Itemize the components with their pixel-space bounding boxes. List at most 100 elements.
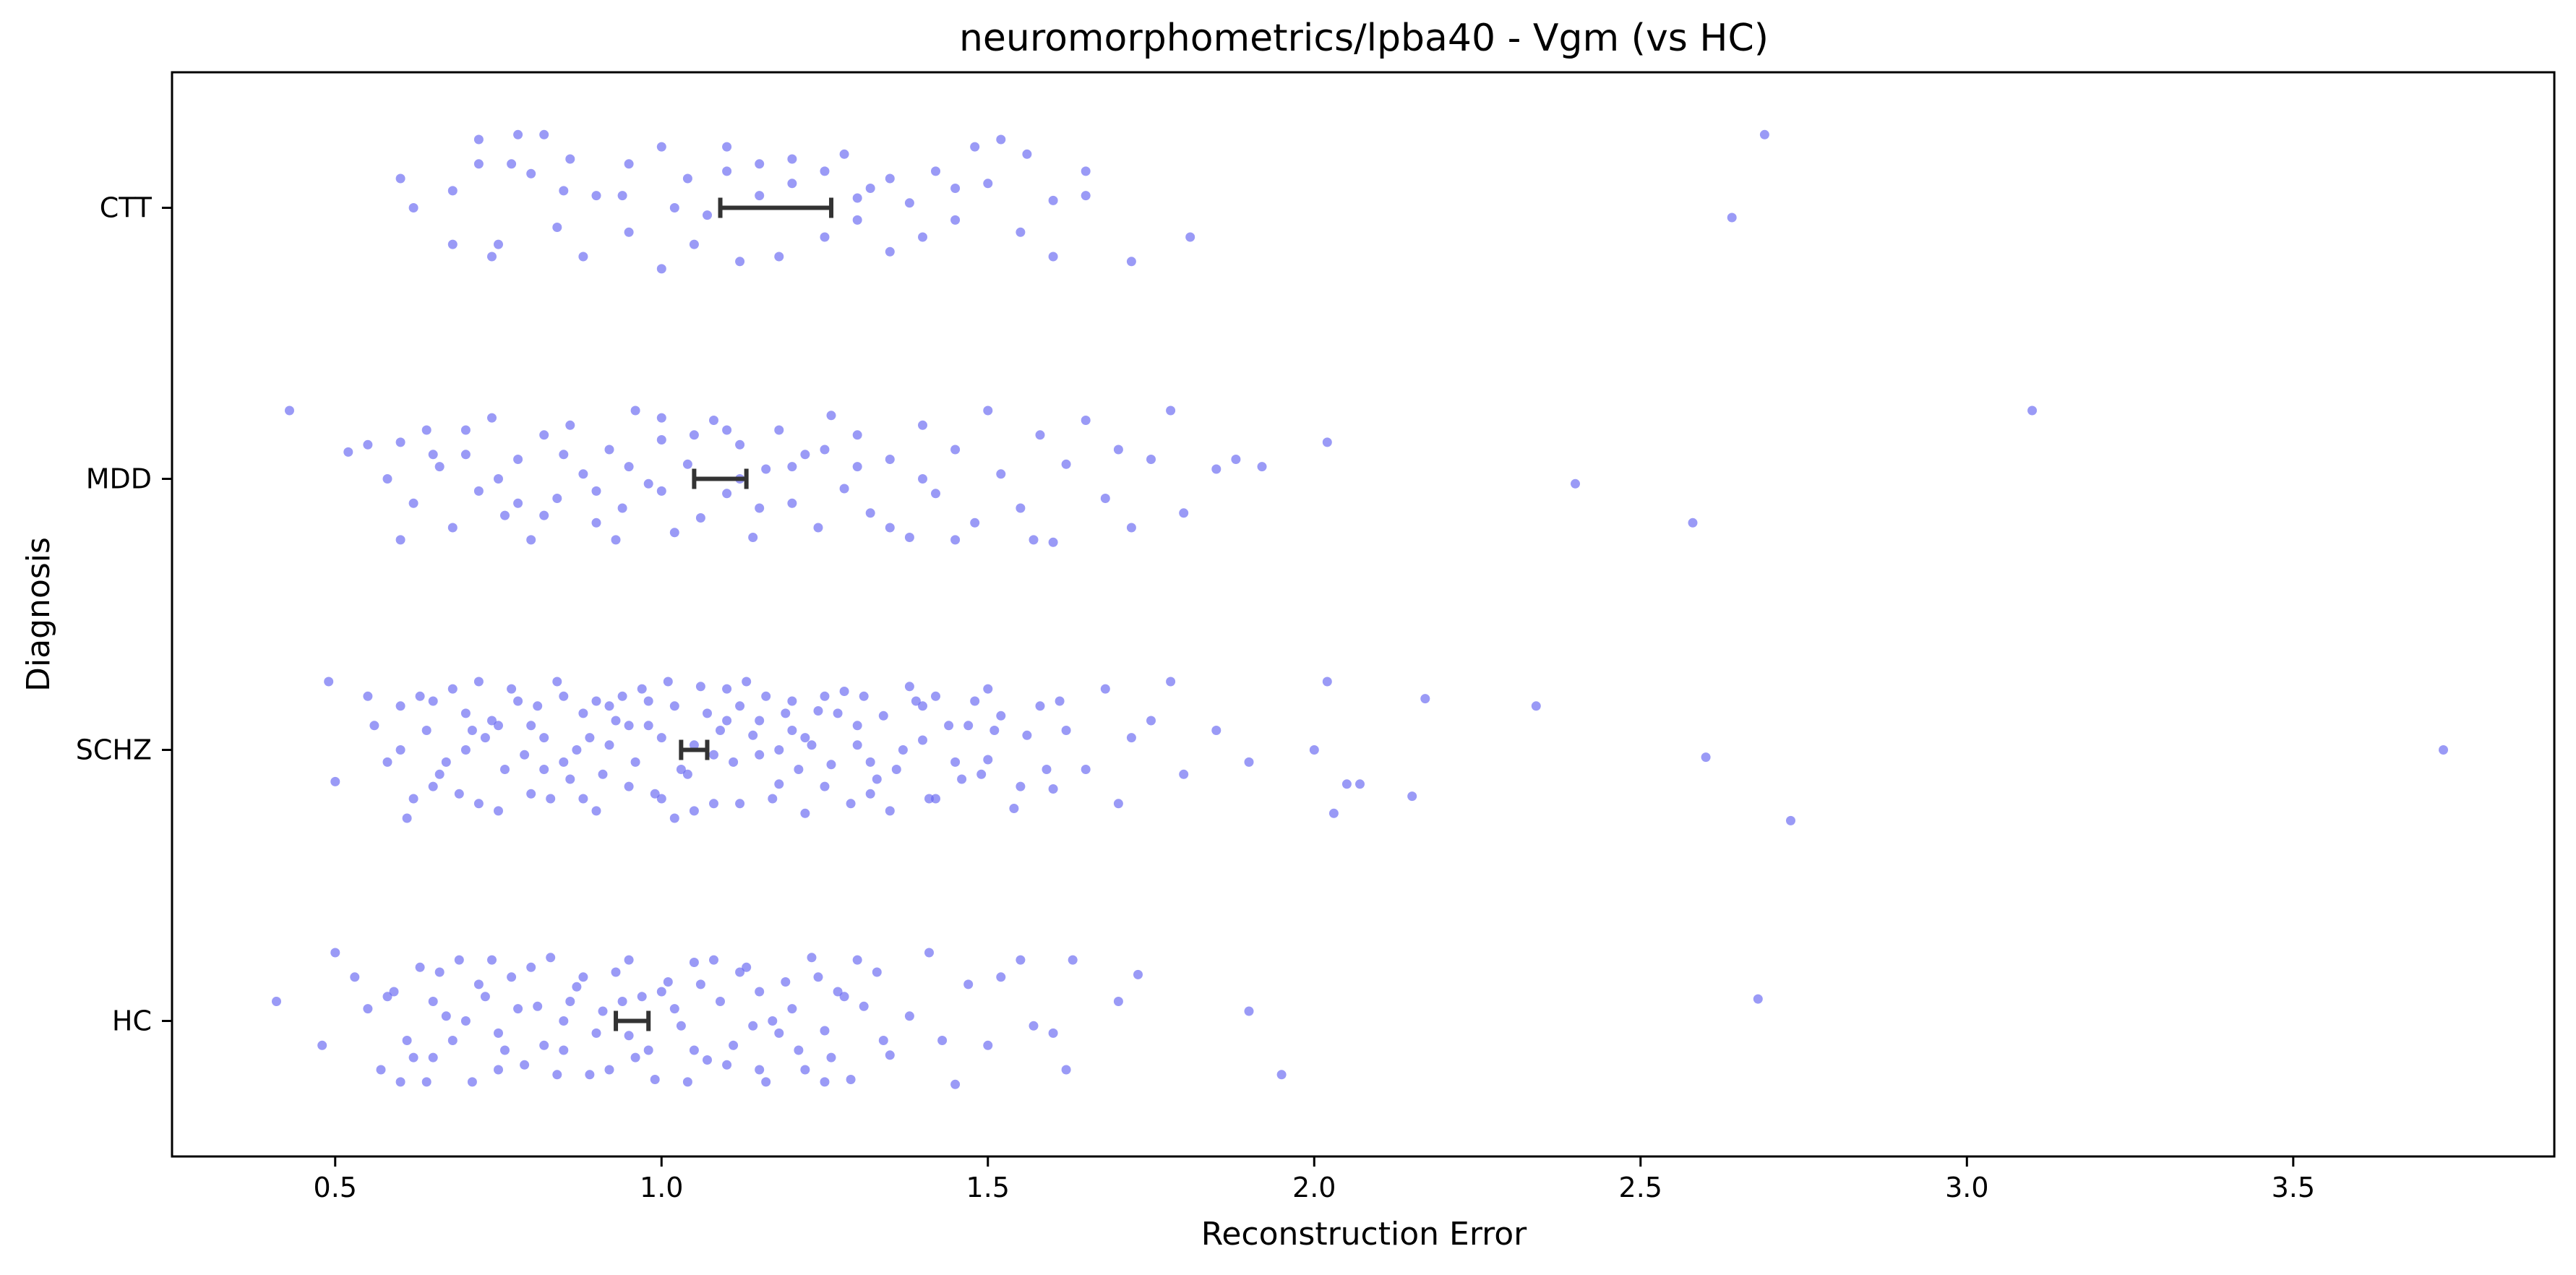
- data-point-schz: [800, 733, 810, 743]
- data-point-mdd: [578, 469, 588, 479]
- data-point-schz: [617, 691, 627, 701]
- data-point-hc: [565, 997, 575, 1006]
- data-point-schz: [865, 757, 875, 767]
- data-point-hc: [689, 1045, 699, 1055]
- data-point-hc: [630, 1052, 640, 1062]
- data-point-ctt: [395, 173, 405, 184]
- chart-title: neuromorphometrics/lpba40 - Vgm (vs HC): [959, 17, 1769, 60]
- data-point-hc: [637, 992, 647, 1002]
- data-point-hc: [1276, 1070, 1287, 1080]
- data-point-schz: [976, 769, 987, 779]
- data-point-schz: [611, 716, 621, 726]
- data-point-schz: [578, 794, 588, 804]
- data-point-hc: [807, 953, 817, 963]
- data-point-ctt: [950, 215, 961, 225]
- data-point-schz: [669, 701, 679, 711]
- data-point-schz: [395, 745, 405, 755]
- data-point-hc: [1133, 969, 1143, 979]
- data-point-schz: [1081, 765, 1091, 774]
- data-point-hc: [924, 948, 934, 958]
- data-point-mdd: [904, 533, 914, 542]
- data-point-schz: [748, 730, 758, 740]
- data-point-schz: [742, 677, 752, 687]
- data-point-hc: [395, 1077, 405, 1087]
- data-point-mdd: [1211, 464, 1222, 474]
- plot-area: [272, 129, 2448, 1089]
- data-point-ctt: [656, 142, 666, 152]
- error-bar-mdd: [692, 468, 749, 489]
- error-bar-hc: [614, 1010, 651, 1031]
- data-point-hc: [480, 992, 490, 1002]
- data-point-schz: [983, 755, 993, 765]
- error-bar-ctt: [718, 197, 834, 218]
- data-point-schz: [546, 794, 556, 804]
- data-point-mdd: [885, 455, 895, 464]
- data-point-mdd: [494, 474, 503, 484]
- data-point-hc: [695, 979, 705, 989]
- data-point-mdd: [748, 533, 758, 542]
- data-point-hc: [1016, 955, 1026, 965]
- data-point-mdd: [539, 430, 549, 440]
- data-point-hc: [559, 1045, 569, 1055]
- data-point-hc: [624, 955, 634, 965]
- data-point-hc: [350, 972, 360, 982]
- data-point-schz: [878, 711, 888, 721]
- data-point-schz: [898, 745, 908, 755]
- data-point-mdd: [343, 447, 353, 457]
- data-point-schz: [755, 750, 765, 760]
- data-point-ctt: [1759, 129, 1769, 139]
- data-point-ctt: [722, 166, 732, 176]
- data-point-schz: [722, 716, 732, 726]
- x-axis: 0.5 1.0 1.5 2.0 2.5 3.0 3.5: [314, 1156, 2315, 1203]
- data-point-hc: [703, 1055, 712, 1065]
- data-point-schz: [950, 757, 961, 767]
- data-point-mdd: [722, 489, 732, 499]
- data-point-mdd: [526, 535, 536, 545]
- data-point-schz: [1341, 779, 1352, 789]
- data-point-mdd: [421, 425, 432, 435]
- data-point-ctt: [447, 186, 458, 196]
- data-point-mdd: [1257, 462, 1267, 472]
- data-point-hc: [774, 1028, 784, 1038]
- data-point-hc: [415, 962, 425, 972]
- data-point-hc: [781, 977, 791, 987]
- data-point-schz: [709, 799, 718, 809]
- data-point-mdd: [950, 445, 961, 455]
- y-tick-label-schz: SCHZ: [76, 734, 152, 766]
- data-point-mdd: [363, 439, 373, 450]
- data-point-schz: [911, 696, 921, 706]
- data-point-schz: [1126, 733, 1136, 743]
- data-point-schz: [324, 677, 334, 687]
- data-point-ctt: [852, 215, 862, 225]
- data-point-schz: [669, 813, 679, 823]
- data-point-mdd: [500, 510, 510, 520]
- x-tick-label: 3.0: [1945, 1172, 1988, 1203]
- data-point-ctt: [735, 257, 745, 267]
- data-point-mdd: [931, 489, 940, 499]
- data-point-ctt: [507, 159, 517, 169]
- data-point-hc: [904, 1011, 914, 1021]
- data-point-schz: [395, 701, 405, 711]
- data-point-ctt: [617, 191, 627, 201]
- data-point-schz: [428, 696, 438, 706]
- data-point-mdd: [487, 413, 497, 423]
- data-point-schz: [1016, 781, 1026, 791]
- data-point-schz: [369, 721, 379, 731]
- data-point-hc: [546, 953, 556, 963]
- data-point-mdd: [820, 445, 830, 455]
- data-point-schz: [924, 794, 934, 804]
- data-point-schz: [755, 716, 765, 726]
- data-point-schz: [643, 696, 653, 706]
- data-point-hc: [617, 997, 627, 1006]
- data-point-hc: [460, 1016, 471, 1026]
- data-point-schz: [722, 684, 732, 694]
- data-point-schz: [507, 684, 517, 694]
- data-point-hc: [1061, 1065, 1071, 1075]
- data-point-hc: [682, 1077, 692, 1087]
- data-point-schz: [865, 789, 875, 799]
- data-point-hc: [885, 1050, 895, 1060]
- data-point-ctt: [950, 184, 961, 193]
- data-point-ctt: [526, 168, 536, 179]
- data-point-ctt: [473, 159, 484, 169]
- data-point-ctt: [539, 129, 549, 139]
